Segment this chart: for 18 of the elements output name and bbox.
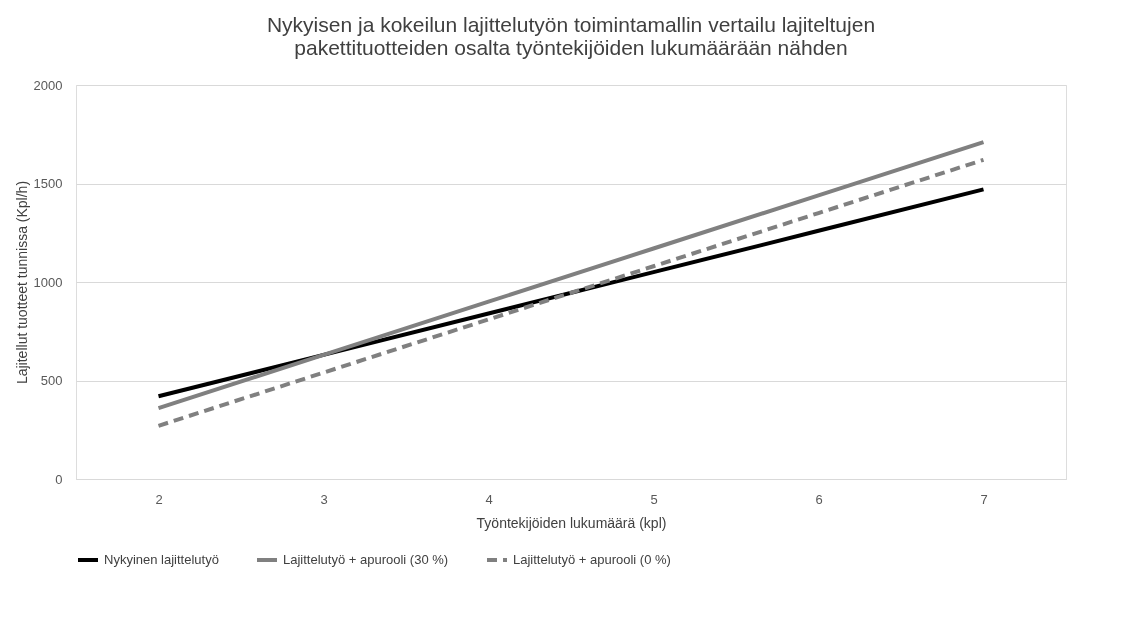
x-tick-label: 2 <box>155 491 163 507</box>
x-tick-label: 4 <box>485 491 493 507</box>
x-axis-title: Työntekijöiden lukumäärä (kpl) <box>476 514 667 531</box>
y-tick-label: 500 <box>40 373 63 388</box>
x-tick-label: 6 <box>815 491 823 507</box>
x-tick-label: 5 <box>650 491 658 507</box>
legend-label: Lajittelutyö + apurooli (30 %) <box>283 552 449 567</box>
x-tick-label: 3 <box>320 491 328 507</box>
text: Nykyisen ja kokeilun lajittelutyön toimintamallin vertailu lajiteltujen <box>266 13 876 36</box>
y-axis-title: Lajitellut tuotteet tunnissa (Kpl/h) <box>13 180 30 385</box>
y-tick-label: 0 <box>55 471 63 487</box>
y-tick-label: 1000 <box>33 274 63 290</box>
y-tick-label: 1500 <box>33 176 63 191</box>
legend-label: Nykyinen lajittelutyö <box>104 552 219 567</box>
y-tick-label: 2000 <box>33 77 63 93</box>
legend-label: Lajittelutyö + apurooli (0 %) <box>513 552 671 567</box>
x-tick-label: 7 <box>980 491 988 507</box>
text: pakettituotteiden osalta työntekijöiden lukumäärään nähden <box>294 36 848 59</box>
